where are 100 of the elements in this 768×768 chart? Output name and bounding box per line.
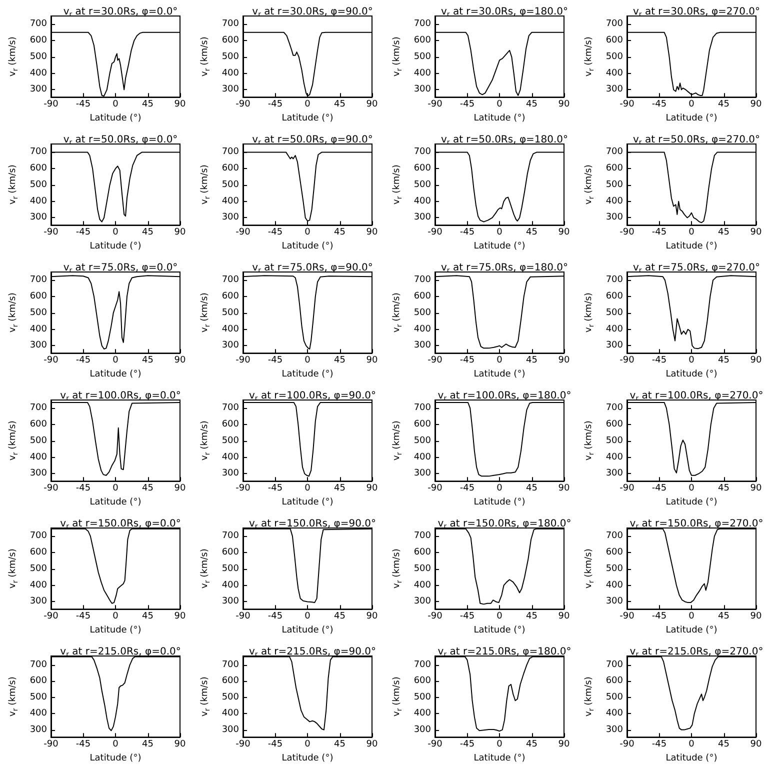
x-tick-label: -45 <box>268 100 283 110</box>
y-tick-label: 700 <box>414 275 432 286</box>
y-tick-label: 600 <box>30 420 48 430</box>
x-tick-label: 45 <box>142 228 154 238</box>
x-tick-label: 90 <box>558 228 570 238</box>
y-tick-label: 700 <box>222 531 240 542</box>
y-tick-label: 500 <box>30 52 48 62</box>
x-tick-label: 0 <box>688 100 695 110</box>
y-tick-label: 600 <box>414 292 432 302</box>
x-tick-label: 45 <box>334 356 346 366</box>
x-tick-label: -45 <box>268 612 283 622</box>
y-tick-label: 600 <box>222 36 240 46</box>
x-tick-label: 90 <box>366 100 378 110</box>
x-tick-label: 45 <box>718 228 730 238</box>
y-tick-label: 700 <box>30 19 48 30</box>
x-tick-label: -45 <box>460 484 475 494</box>
x-tick-label: 90 <box>750 356 762 366</box>
y-tick-label: 300 <box>222 596 240 607</box>
x-tick-label: 90 <box>174 100 186 110</box>
x-axis-title: Latitude (°) <box>90 370 142 380</box>
x-tick-label: -45 <box>652 484 667 494</box>
y-tick-label: 600 <box>30 548 48 558</box>
y-tick-label: 500 <box>30 692 48 702</box>
x-tick-label: -90 <box>44 356 59 366</box>
y-tick-label: 500 <box>222 308 240 318</box>
line-series <box>50 275 180 350</box>
y-tick-label: 700 <box>30 531 48 542</box>
x-tick-label: 45 <box>142 100 154 110</box>
x-tick-label: -90 <box>236 100 251 110</box>
y-tick-label: 500 <box>606 436 624 446</box>
x-axis-title: Latitude (°) <box>666 498 718 508</box>
x-tick-label: -90 <box>620 484 635 494</box>
x-axis-title: Latitude (°) <box>282 114 334 124</box>
x-tick-label: -45 <box>652 100 667 110</box>
y-tick-label: 300 <box>414 340 432 351</box>
x-tick-label: 0 <box>304 228 311 238</box>
y-tick-label: 700 <box>606 403 624 414</box>
x-tick-label: 45 <box>526 740 538 750</box>
x-tick-label: -90 <box>236 484 251 494</box>
x-tick-label: -90 <box>620 740 635 750</box>
y-tick-label: 500 <box>222 564 240 574</box>
x-tick-label: 0 <box>304 740 311 750</box>
y-tick-label: 700 <box>222 403 240 414</box>
x-axis-title: Latitude (°) <box>474 114 526 124</box>
y-tick-label: 300 <box>30 724 48 735</box>
x-axis-title: Latitude (°) <box>282 498 334 508</box>
y-tick-label: 300 <box>606 596 624 607</box>
x-tick-label: 90 <box>750 228 762 238</box>
y-tick-label: 700 <box>222 19 240 30</box>
x-tick-label: 90 <box>750 100 762 110</box>
x-tick-label: -90 <box>428 356 443 366</box>
y-tick-label: 400 <box>222 68 240 78</box>
y-tick-label: 400 <box>606 580 624 590</box>
x-tick-label: -45 <box>460 740 475 750</box>
y-tick-label: 700 <box>414 147 432 158</box>
x-tick-label: 0 <box>688 228 695 238</box>
y-tick-label: 600 <box>606 676 624 686</box>
y-tick-label: 400 <box>222 708 240 719</box>
y-tick-label: 300 <box>30 84 48 95</box>
x-tick-label: 0 <box>496 356 503 366</box>
x-tick-label: -45 <box>76 228 91 238</box>
y-tick-label: 400 <box>30 708 48 719</box>
y-tick-label: 300 <box>222 724 240 735</box>
y-tick-label: 600 <box>222 548 240 558</box>
line-series <box>242 275 372 350</box>
y-tick-label: 400 <box>414 580 432 590</box>
x-tick-label: -45 <box>76 612 91 622</box>
x-tick-label: -90 <box>620 100 635 110</box>
x-tick-label: 90 <box>366 612 378 622</box>
x-tick-label: 0 <box>496 100 503 110</box>
x-tick-label: 45 <box>142 484 154 494</box>
x-tick-label: 0 <box>304 612 311 622</box>
x-tick-label: 0 <box>496 484 503 494</box>
x-tick-label: 90 <box>366 228 378 238</box>
y-tick-label: 500 <box>222 52 240 62</box>
x-tick-label: 0 <box>688 356 695 366</box>
line-series <box>434 275 564 349</box>
x-tick-label: -90 <box>44 100 59 110</box>
y-tick-label: 600 <box>30 36 48 46</box>
y-tick-label: 400 <box>414 324 432 334</box>
y-tick-label: 600 <box>30 164 48 174</box>
y-tick-label: 400 <box>414 196 432 206</box>
y-tick-label: 300 <box>414 596 432 607</box>
x-axis-title: Latitude (°) <box>474 626 526 636</box>
x-axis-title: Latitude (°) <box>282 754 334 764</box>
x-axis-title: Latitude (°) <box>666 626 718 636</box>
y-tick-label: 400 <box>30 580 48 590</box>
y-tick-label: 400 <box>606 196 624 206</box>
y-tick-label: 600 <box>606 420 624 430</box>
x-axis-title: Latitude (°) <box>90 114 142 124</box>
x-tick-label: 45 <box>526 356 538 366</box>
x-tick-label: 45 <box>526 612 538 622</box>
x-tick-label: 90 <box>750 484 762 494</box>
y-tick-label: 300 <box>222 468 240 479</box>
x-tick-label: -45 <box>460 612 475 622</box>
x-axis-title: Latitude (°) <box>666 114 718 124</box>
y-tick-label: 400 <box>30 452 48 462</box>
y-tick-label: 500 <box>30 564 48 574</box>
x-tick-label: -45 <box>652 740 667 750</box>
y-tick-label: 700 <box>30 403 48 414</box>
